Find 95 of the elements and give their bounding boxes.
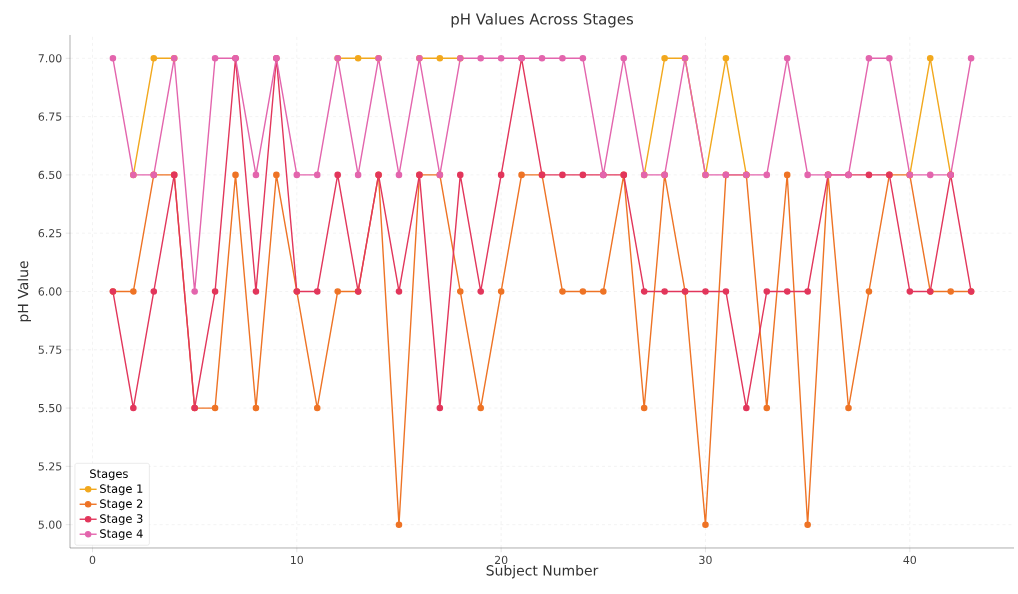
- point: [722, 288, 730, 295]
- point: [313, 404, 321, 412]
- legend-label: Stage 2: [100, 499, 143, 511]
- point: [191, 288, 198, 295]
- y-tick-label: 6.00: [38, 287, 62, 296]
- point: [640, 288, 648, 295]
- point: [926, 55, 934, 62]
- point: [579, 288, 587, 295]
- x-tick-label: 40: [903, 555, 917, 565]
- point: [518, 171, 525, 179]
- point: [600, 288, 607, 295]
- point: [334, 171, 341, 179]
- point: [783, 55, 791, 62]
- point: [804, 521, 811, 528]
- point: [579, 171, 587, 179]
- point: [661, 55, 668, 62]
- point: [579, 55, 587, 62]
- point: [967, 55, 975, 62]
- y-tick-label: 5.00: [38, 520, 62, 529]
- point: [211, 288, 219, 295]
- point: [804, 171, 811, 179]
- point: [559, 288, 566, 295]
- point: [109, 55, 117, 62]
- point: [334, 288, 341, 295]
- point: [150, 288, 158, 295]
- point: [743, 404, 750, 412]
- legend-label: Stage 4: [100, 529, 143, 541]
- point: [273, 171, 280, 179]
- x-tick-label: 10: [291, 555, 304, 565]
- y-tick-label: 5.25: [38, 462, 62, 471]
- point: [865, 288, 873, 295]
- y-tick-label: 7.00: [38, 54, 62, 63]
- point: [252, 288, 260, 295]
- point: [661, 288, 668, 295]
- point: [865, 171, 873, 179]
- point: [538, 55, 546, 62]
- point: [232, 171, 239, 179]
- point: [845, 404, 852, 412]
- point: [456, 171, 464, 179]
- point: [722, 55, 730, 62]
- x-tick-label: 0: [89, 555, 96, 565]
- point: [497, 55, 505, 62]
- point: [395, 171, 403, 179]
- chart-title: pH Values Across Stages: [451, 13, 634, 28]
- point: [906, 288, 914, 295]
- point: [436, 55, 444, 62]
- point: [456, 288, 464, 295]
- y-axis-title: pH Value: [17, 261, 31, 322]
- point: [804, 288, 811, 295]
- point: [926, 171, 934, 179]
- point: [293, 171, 301, 179]
- point: [477, 404, 484, 412]
- point: [150, 55, 158, 62]
- x-tick-label: 20: [494, 555, 508, 565]
- x-tick-label: 30: [699, 555, 712, 565]
- point: [395, 521, 403, 528]
- point: [886, 55, 893, 62]
- point: [497, 171, 505, 179]
- point: [763, 171, 771, 179]
- point: [763, 404, 771, 412]
- x-axis-title: Subject Number: [486, 564, 599, 579]
- y-tick-label: 5.50: [38, 403, 62, 413]
- point: [497, 288, 505, 295]
- y-tick-label: 6.25: [38, 229, 62, 238]
- point: [211, 404, 219, 412]
- legend-title: Stages: [90, 469, 128, 481]
- legend-label: Stage 3: [100, 514, 143, 526]
- point: [354, 171, 362, 179]
- point: [313, 288, 321, 295]
- point: [783, 171, 791, 179]
- point: [313, 171, 321, 179]
- point: [763, 288, 771, 295]
- point: [477, 55, 484, 62]
- point: [783, 288, 791, 295]
- y-tick-label: 6.50: [38, 170, 62, 180]
- point: [436, 404, 444, 412]
- point: [477, 288, 484, 295]
- point: [947, 288, 954, 295]
- point: [559, 171, 566, 179]
- point: [702, 521, 709, 528]
- legend-label: Stage 1: [100, 484, 143, 496]
- point: [211, 55, 219, 62]
- point: [559, 55, 566, 62]
- point: [395, 288, 403, 295]
- point: [640, 404, 648, 412]
- y-tick-label: 6.75: [38, 112, 62, 121]
- point: [620, 55, 628, 62]
- point: [354, 55, 362, 62]
- point: [130, 404, 137, 412]
- point: [865, 55, 873, 62]
- y-tick-label: 5.75: [38, 345, 62, 354]
- point: [252, 171, 260, 179]
- point: [130, 288, 137, 295]
- point: [252, 404, 260, 412]
- point: [702, 288, 709, 295]
